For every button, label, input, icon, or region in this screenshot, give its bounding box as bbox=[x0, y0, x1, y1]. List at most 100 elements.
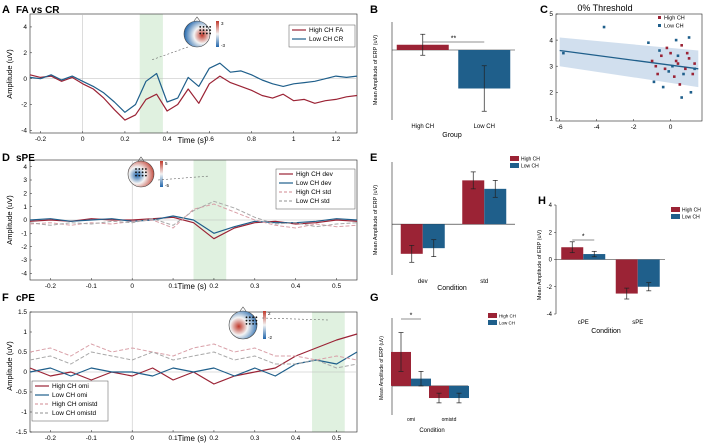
panel-letter-f: F bbox=[2, 292, 9, 304]
panel-a-topomap-electrode bbox=[199, 25, 202, 28]
panel-h-ytick-label: 2 bbox=[549, 230, 553, 236]
panel-d-xtick-label: 0.2 bbox=[209, 283, 218, 290]
panel-c-axes-box bbox=[555, 13, 703, 122]
panel-d-ytick-label: -2 bbox=[21, 244, 27, 251]
panel-f-colorbar-min: -2 bbox=[268, 335, 272, 340]
panel-e-category-label: dev bbox=[418, 279, 428, 285]
panel-h-ylabel: Mean Amplitude of ERP (uV) bbox=[537, 230, 543, 300]
panel-a-colorbar bbox=[216, 21, 219, 47]
panel-c-confidence-band bbox=[559, 37, 699, 88]
panel-f-series-high-ch-omi bbox=[29, 333, 358, 385]
panel-a-xtick-label: 0.8 bbox=[247, 136, 256, 143]
panel-c-point-low bbox=[602, 25, 606, 29]
panel-a-topomap-electrode bbox=[205, 32, 208, 35]
panel-d-topomap-electrode bbox=[138, 174, 141, 177]
panel-a-axes-box bbox=[29, 13, 358, 134]
panel-c-point-high bbox=[687, 57, 691, 60]
panel-d-ytick-label: 1 bbox=[23, 204, 27, 211]
panel-c-point-low bbox=[667, 70, 671, 73]
panel-f-series-high-ch-omistd bbox=[29, 343, 358, 361]
panel-f-topomap-electrode bbox=[252, 316, 255, 319]
panel-b-significance-marker: ** bbox=[451, 36, 457, 43]
panel-b-category-label: Low CH bbox=[474, 124, 495, 130]
panel-d-topomap-connector bbox=[157, 175, 210, 181]
panel-g-xlabel: Condition bbox=[419, 428, 444, 434]
panel-c-point-low bbox=[680, 96, 683, 99]
panel-a-topomap-electrode bbox=[209, 25, 212, 28]
panel-d-topomap-electrode bbox=[145, 168, 147, 170]
panel-f-topomap-electrode bbox=[252, 319, 255, 322]
panel-letter-c: C bbox=[540, 4, 548, 16]
panel-g-significance-marker: * bbox=[410, 313, 413, 320]
panel-a-xtick-label: 0.6 bbox=[205, 136, 214, 143]
panel-a-topomap-electrode bbox=[209, 29, 212, 32]
panel-f-xtick-label: 0.4 bbox=[291, 435, 300, 442]
panel-c-fit-line bbox=[559, 49, 699, 70]
panel-f-topomap-electrode bbox=[255, 319, 258, 322]
panel-d-topomap: 5 -5 bbox=[127, 156, 169, 188]
panel-a-series-high-ch-fa bbox=[29, 74, 358, 121]
panel-f-legend-label: Low CH omistd bbox=[52, 410, 96, 417]
panel-f-legend-label: Low CH omi bbox=[52, 392, 87, 399]
panel-f-topomap-electrode bbox=[255, 316, 258, 319]
panel-c-point-high bbox=[691, 72, 695, 76]
panel-a-legend-label: High CH FA bbox=[309, 27, 344, 34]
panel-a-ytick-label: 2 bbox=[23, 50, 27, 57]
panel-d-legend-label: High CH std bbox=[296, 189, 331, 196]
panel-a-topomap-electrode bbox=[199, 29, 202, 32]
panel-f-topomap-electrode bbox=[245, 319, 248, 322]
panel-h-significance-marker: * bbox=[582, 234, 585, 241]
panel-a-topomap-head bbox=[183, 20, 211, 48]
panel-c-xtick-label: -6 bbox=[557, 124, 563, 131]
chart-marks: -0.2 0 0.2 0.4 0.6 0.8 1 1.2 -4 -2 0 2 4 High CH FA Lo… bbox=[16, 11, 703, 442]
panel-g-legend-label: High CH bbox=[499, 314, 516, 319]
panel-e-legend-label: High CH bbox=[521, 157, 540, 163]
panel-d-series-low-ch-dev bbox=[29, 215, 358, 234]
panel-d-topomap-electrode bbox=[145, 171, 147, 174]
panel-f-ytick-label: -1.5 bbox=[16, 429, 28, 436]
panel-a-ytick-label: 4 bbox=[23, 24, 27, 31]
panel-f-xtick-label: -0.2 bbox=[45, 435, 57, 442]
panel-a-xtick-label: 0 bbox=[81, 136, 85, 143]
panel-c-point-low bbox=[682, 72, 685, 76]
panel-d-xtick-label: 0.5 bbox=[332, 283, 341, 290]
panel-d-legend-label: Low CH std bbox=[296, 198, 330, 205]
panel-a-topomap-electrode bbox=[202, 32, 205, 35]
panel-f-topomap-nose bbox=[239, 306, 247, 312]
panel-f-topomap-head bbox=[228, 310, 258, 340]
panel-f-series-low-ch-omistd bbox=[29, 351, 358, 369]
panel-letter-h: H bbox=[538, 195, 546, 207]
panel-letter-d: D bbox=[2, 152, 10, 164]
panel-d-ytick-label: 0 bbox=[23, 217, 27, 224]
panel-a-xtick-label: -0.2 bbox=[35, 136, 47, 143]
panel-c-legend-marker bbox=[658, 16, 661, 19]
panel-d-ylabel: Amplitude (uV) bbox=[5, 195, 14, 245]
panel-d-ytick-label: 3 bbox=[23, 177, 27, 184]
panel-a-topomap-connector bbox=[151, 46, 189, 61]
panel-h-ytick-label: 0 bbox=[549, 258, 553, 264]
panel-f-topomap-electrode bbox=[255, 323, 258, 325]
panel-a-topomap-electrode bbox=[202, 29, 205, 32]
panel-f-title: cPE bbox=[16, 293, 35, 304]
panel-f-topomap-electrode bbox=[245, 323, 248, 325]
panel-a-topomap: 3 -3 bbox=[183, 16, 225, 48]
panel-d-ytick-label: -4 bbox=[21, 271, 27, 278]
panel-f-xtick-label: -0.1 bbox=[86, 435, 98, 442]
panel-d-xtick-label: 0.3 bbox=[250, 283, 259, 290]
panel-d-topomap-electrode bbox=[135, 168, 137, 170]
panel-g-legend-swatch bbox=[488, 313, 497, 318]
panel-d-topomap-head bbox=[127, 160, 155, 188]
panel-d-topomap-electrode bbox=[138, 171, 141, 174]
panel-letter-a: A bbox=[2, 4, 10, 16]
panel-e-ylabel: Mean Amplitude of ERP (uV) bbox=[373, 185, 379, 255]
panel-f-series-low-ch-omi bbox=[29, 351, 358, 377]
panel-a-topomap-electrode bbox=[209, 32, 212, 35]
panel-e-bar-dev-low-ch bbox=[422, 224, 445, 249]
panel-f-ytick-label: -1 bbox=[21, 409, 27, 416]
panel-d-topomap-electrode bbox=[141, 174, 144, 177]
panel-e-bar-std-high-ch bbox=[462, 180, 485, 225]
panel-a-legend-label: Low CH CR bbox=[309, 36, 344, 43]
panel-f-legend-label: High CH omi bbox=[52, 383, 89, 390]
panel-d-topomap-electrode bbox=[145, 174, 147, 177]
